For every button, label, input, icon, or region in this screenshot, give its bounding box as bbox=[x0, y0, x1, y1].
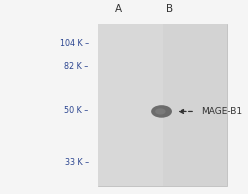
Text: A: A bbox=[115, 4, 122, 14]
Text: MAGE-B1: MAGE-B1 bbox=[201, 107, 242, 116]
Bar bbox=[98, 24, 227, 186]
Ellipse shape bbox=[151, 105, 172, 118]
Text: 33 K –: 33 K – bbox=[64, 158, 89, 167]
Text: 82 K –: 82 K – bbox=[64, 62, 89, 71]
Ellipse shape bbox=[155, 108, 166, 115]
Bar bbox=[98, 24, 163, 186]
Text: B: B bbox=[166, 4, 173, 14]
Text: 104 K –: 104 K – bbox=[60, 39, 89, 48]
Text: 50 K –: 50 K – bbox=[64, 106, 89, 115]
Bar bbox=[163, 24, 227, 186]
